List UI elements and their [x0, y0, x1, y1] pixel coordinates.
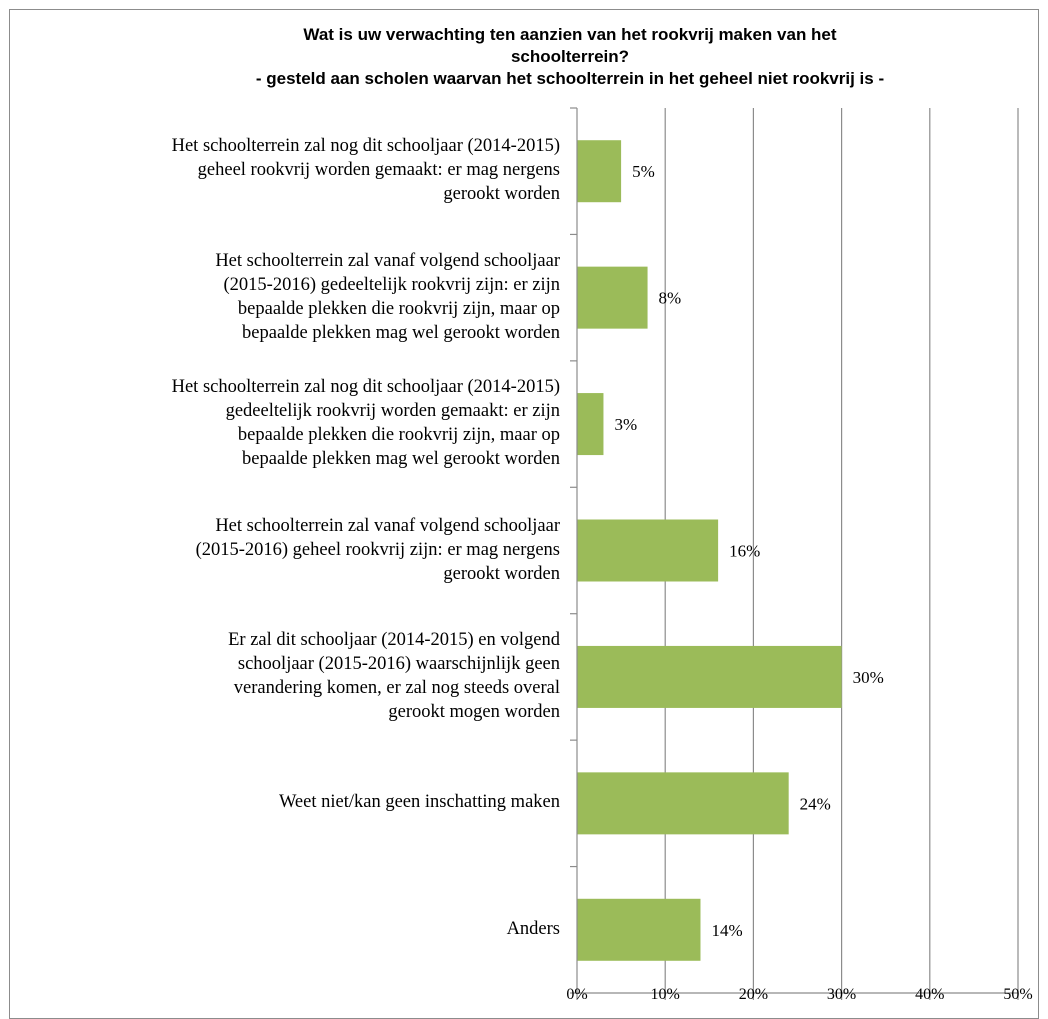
- chart-frame: [9, 9, 1039, 1019]
- category-label-line: verandering komen, er zal nog steeds ove…: [233, 677, 560, 698]
- category-label-3: Het schoolterrein zal vanaf volgend scho…: [30, 514, 560, 586]
- category-label-2: Het schoolterrein zal nog dit schooljaar…: [30, 375, 560, 471]
- category-label-line: (2015-2016) geheel rookvrij zijn: er mag…: [195, 539, 560, 560]
- value-label-4: 30%: [853, 668, 884, 687]
- category-label-line: Het schoolterrein zal vanaf volgend scho…: [215, 515, 560, 536]
- category-label-5: Weet niet/kan geen inschatting maken: [30, 790, 560, 814]
- category-label-line: bepaalde plekken mag wel gerookt worden: [242, 449, 560, 470]
- category-label-1: Het schoolterrein zal vanaf volgend scho…: [30, 249, 560, 345]
- category-label-line: gerookt worden: [443, 184, 560, 205]
- value-label-2: 3%: [614, 415, 637, 434]
- category-label-line: gerookt mogen worden: [388, 701, 560, 722]
- bar-4: [577, 645, 842, 708]
- category-label-line: schooljaar (2015-2016) waarschijnlijk ge…: [237, 653, 560, 674]
- category-label-line: (2015-2016) gedeeltelijk rookvrij zijn: …: [223, 274, 561, 295]
- value-label-0: 5%: [632, 162, 655, 181]
- category-label-line: Het schoolterrein zal vanaf volgend scho…: [215, 250, 560, 271]
- x-tick-label-5: 50%: [1003, 986, 1032, 1003]
- bar-1: [577, 266, 648, 329]
- chart-title-line-3: - gesteld aan scholen waarvan het school…: [255, 69, 885, 88]
- x-tick-label-1: 10%: [651, 986, 680, 1003]
- chart-title-line-2: schoolterrein?: [510, 47, 630, 66]
- category-label-line: gerookt worden: [443, 563, 560, 584]
- category-label-line: Er zal dit schooljaar (2014-2015) en vol…: [228, 629, 560, 650]
- value-label-6: 14%: [711, 921, 742, 940]
- bar-5: [577, 772, 789, 835]
- category-label-6: Anders: [30, 917, 560, 941]
- chart-title: Wat is uw verwachting ten aanzien van he…: [140, 24, 1000, 90]
- bar-0: [577, 140, 622, 203]
- chart-title-line-1: Wat is uw verwachting ten aanzien van he…: [303, 25, 837, 44]
- category-label-4: Er zal dit schooljaar (2014-2015) en vol…: [30, 628, 560, 724]
- value-label-3: 16%: [729, 542, 760, 561]
- category-label-line: bepaalde plekken die rookvrij zijn, maar…: [237, 425, 560, 446]
- category-label-line: Het schoolterrein zal nog dit schooljaar…: [171, 377, 560, 398]
- category-label-line: bepaalde plekken die rookvrij zijn, maar…: [237, 298, 560, 319]
- category-label-line: Het schoolterrein zal nog dit schooljaar…: [171, 136, 560, 157]
- category-label-0: Het schoolterrein zal nog dit schooljaar…: [30, 134, 560, 206]
- x-tick-label-4: 40%: [915, 986, 944, 1003]
- category-label-line: Weet niet/kan geen inschatting maken: [278, 792, 560, 813]
- bar-6: [577, 898, 701, 961]
- category-label-line: bepaalde plekken mag wel gerookt worden: [242, 322, 560, 343]
- x-tick-label-2: 20%: [739, 986, 768, 1003]
- x-tick-label-3: 30%: [827, 986, 856, 1003]
- category-label-line: gedeeltelijk rookvrij worden gemaakt: er…: [225, 401, 560, 422]
- value-label-1: 8%: [659, 289, 682, 308]
- bar-3: [577, 519, 719, 582]
- x-tick-label-0: 0%: [566, 986, 587, 1003]
- value-label-5: 24%: [800, 794, 831, 813]
- category-label-line: geheel rookvrij worden gemaakt: er mag n…: [197, 160, 560, 181]
- bar-2: [577, 393, 604, 456]
- category-label-line: Anders: [506, 918, 560, 939]
